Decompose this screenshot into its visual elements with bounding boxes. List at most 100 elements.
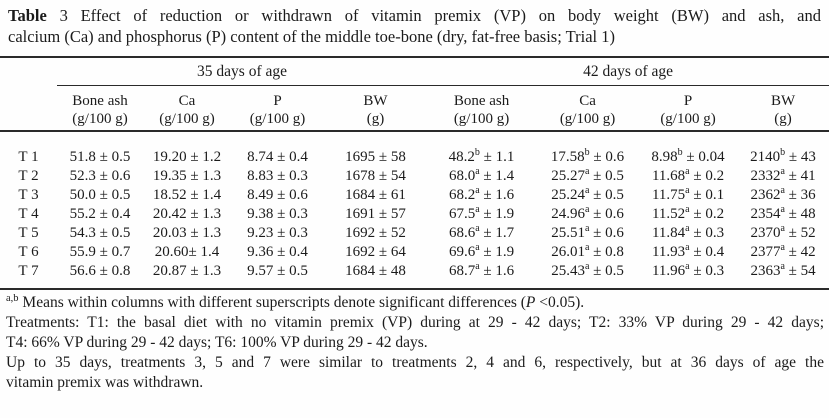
cell-superscript: a	[584, 224, 590, 234]
col-unit: (g/100 g)	[660, 111, 716, 127]
cell-value: 68.0	[448, 168, 476, 184]
data-cell: 55.9 ± 0.7	[57, 243, 143, 262]
cell-error: ± 1.3	[186, 263, 222, 279]
cell-error: ± 52	[784, 225, 816, 241]
col-header-42d-bone-ash: Bone ash (g/100 g)	[427, 85, 537, 132]
col-unit: (g/100 g)	[72, 111, 128, 127]
data-cell: 54.3 ± 0.5	[57, 224, 143, 243]
cell-value: 1691	[345, 206, 376, 222]
data-cell: 1695 ± 58	[324, 131, 427, 167]
cell-error: ± 48	[375, 263, 406, 279]
col-name: BW	[770, 93, 796, 109]
cell-error: ± 54	[375, 168, 406, 184]
cell-superscript: a	[584, 167, 590, 177]
data-cell: 9.36 ± 0.4	[231, 243, 324, 262]
cell-value: 56.6	[69, 263, 96, 279]
data-cell: 25.24a ± 0.5	[536, 186, 639, 205]
data-cell: 20.42 ± 1.3	[143, 205, 231, 224]
cell-value: 2140	[750, 149, 781, 165]
col-unit: (g/100 g)	[249, 111, 306, 127]
cell-error: ± 0.04	[682, 149, 725, 165]
cell-error: ± 0.3	[273, 225, 308, 241]
data-cell: 20.60± 1.4	[143, 243, 231, 262]
data-cell: 68.7a ± 1.6	[427, 262, 536, 289]
header-stub	[0, 57, 57, 86]
cell-value: 20.42	[152, 206, 187, 222]
data-cell: 1691 ± 57	[324, 205, 427, 224]
cell-error: ± 0.8	[95, 263, 131, 279]
cell-value: 54.3	[69, 225, 96, 241]
cell-error: ± 1.6	[479, 187, 515, 203]
footnote-significance-text: Means within columns with different supe…	[18, 294, 526, 311]
col-unit: (g)	[774, 111, 792, 127]
cell-error: ± 1.6	[479, 263, 515, 279]
cell-value: 11.84	[651, 225, 686, 241]
col-header-35d-bw: BW (g)	[324, 85, 428, 132]
cell-error: ± 0.3	[273, 206, 308, 222]
cell-value: 1678	[345, 168, 376, 184]
cell-value: 25.51	[551, 225, 585, 241]
cell-error: ± 0.3	[273, 168, 308, 184]
footnote-withdrawal: Up to 35 days, treatments 3, 5 and 7 wer…	[6, 353, 824, 393]
cell-value: 69.6	[448, 244, 476, 260]
cell-superscript: a	[780, 262, 785, 272]
cell-value: 51.8	[69, 149, 96, 165]
table-caption: Table 3 Effect of reduction or withdrawn…	[0, 0, 829, 47]
cell-superscript: a	[685, 224, 690, 234]
cell-error: ± 0.5	[589, 263, 624, 279]
footnote-significance: a,b Means within columns with different …	[6, 293, 824, 313]
cell-error: ± 0.5	[589, 168, 624, 184]
cell-value: 11.93	[651, 244, 686, 260]
cell-error: ± 64	[375, 244, 406, 260]
cell-value: 2332	[750, 168, 781, 184]
cell-value: 68.2	[448, 187, 476, 203]
footnote-superscript-marker: a,b	[6, 292, 19, 304]
cell-value: 24.96	[551, 206, 585, 222]
data-cell: 68.2a ± 1.6	[427, 186, 536, 205]
cell-value: 1692	[345, 244, 376, 260]
cell-value: 2370	[750, 225, 781, 241]
cell-value: 2362	[750, 187, 781, 203]
cell-superscript: a	[475, 243, 480, 253]
data-cell: 25.27a ± 0.5	[536, 167, 639, 186]
data-cell: 2362a ± 36	[737, 186, 829, 205]
col-header-42d-ca: Ca (g/100 g)	[536, 85, 640, 132]
cell-value: 25.24	[551, 187, 585, 203]
table-row: T 4 55.2 ± 0.4 20.42 ± 1.3 9.38 ± 0.3 1691 ±…	[0, 205, 829, 224]
cell-error: ± 41	[784, 168, 816, 184]
cell-error: ± 0.3	[689, 263, 725, 279]
cell-error: ± 0.5	[95, 187, 131, 203]
cell-value: 8.49	[247, 187, 274, 203]
data-cell: 2140b ± 43	[737, 131, 829, 167]
cell-error: ± 0.4	[273, 149, 308, 165]
cell-value: 11.68	[651, 168, 686, 184]
header-stub	[0, 85, 57, 132]
cell-superscript: a	[780, 224, 785, 234]
cell-value: 9.23	[247, 225, 274, 241]
col-header-35d-p: P (g/100 g)	[231, 85, 324, 132]
cell-error: ± 0.5	[273, 263, 308, 279]
col-unit: (g)	[366, 111, 385, 127]
cell-error: ± 43	[785, 149, 816, 165]
footnote-withdrawal-line1: Up to 35 days, treatments 3, 5 and 7 wer…	[6, 354, 824, 371]
col-name: BW	[363, 93, 388, 109]
table-row: T 2 52.3 ± 0.6 19.35 ± 1.3 8.83 ± 0.3 1678 ±…	[0, 167, 829, 186]
row-label: T 7	[18, 263, 39, 279]
cell-superscript: b	[584, 147, 590, 158]
cell-error: ± 0.6	[589, 225, 624, 241]
cell-error: ± 0.8	[589, 244, 624, 260]
data-cell: 51.8 ± 0.5	[57, 131, 143, 167]
group-header-row: 35 days of age 42 days of age	[0, 57, 829, 86]
cell-superscript: a	[780, 205, 785, 215]
footnote-p-symbol: P	[525, 294, 536, 311]
column-header-row: Bone ash (g/100 g) Ca (g/100 g) P (g/100 g) BW…	[0, 85, 829, 132]
data-cell: 9.23 ± 0.3	[231, 224, 324, 243]
cell-value: 48.2	[448, 149, 475, 165]
cell-value: 25.43	[551, 263, 585, 279]
cell-error: ± 0.4	[689, 244, 725, 260]
cell-value: 55.9	[69, 244, 96, 260]
cell-superscript: a	[475, 186, 480, 196]
cell-error: ± 1.3	[186, 206, 222, 222]
cell-value: 18.52	[152, 187, 187, 203]
data-cell: 2377a ± 42	[737, 243, 829, 262]
